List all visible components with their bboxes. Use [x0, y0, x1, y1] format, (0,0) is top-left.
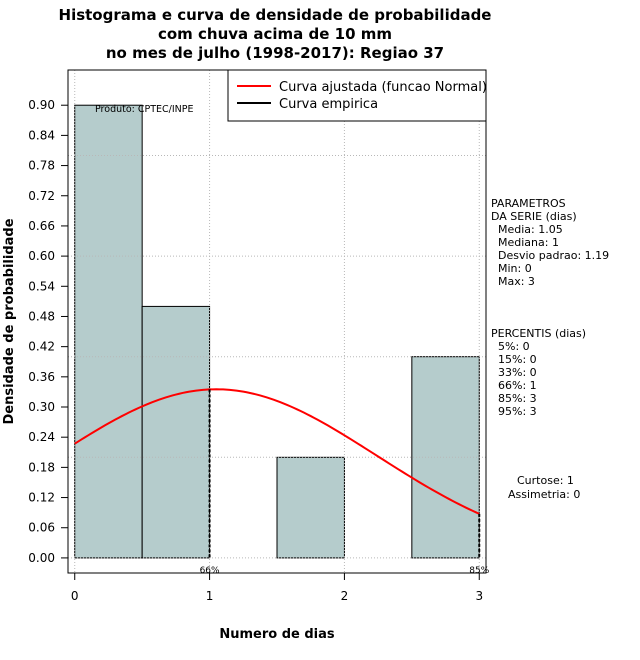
y-tick-label-15: 0.90 [28, 98, 55, 112]
curtose-label: Curtose: 1 [517, 474, 574, 487]
y-axis-title: Densidade de probabilidade [2, 218, 17, 424]
x-tick-label-2: 2 [341, 589, 349, 603]
legend-box [227, 69, 487, 122]
params-header: PARAMETROS DA SERIE (dias) [491, 197, 577, 223]
y-tick-label-8: 0.48 [28, 309, 55, 323]
histogram-bar-0 [74, 104, 143, 559]
params-body: Media: 1.05 Mediana: 1 Desvio padrao: 1.… [497, 223, 610, 288]
y-tick-label-11: 0.66 [28, 219, 55, 233]
y-tick-label-2: 0.12 [28, 491, 55, 505]
x-tick-label-3: 3 [475, 589, 483, 603]
y-tick-label-1: 0.06 [28, 521, 55, 535]
legend-normal-label: Curva ajustada (funcao Normal) [279, 80, 487, 95]
y-tick-label-3: 0.18 [28, 460, 55, 474]
percentis-header: PERCENTIS (dias) [491, 327, 587, 340]
chart-title-line-2: com chuva acima de 10 mm [157, 25, 393, 43]
normal-curve-line [74, 388, 480, 515]
chart-title-line-3: no mes de julho (1998-2017): Regiao 37 [105, 44, 445, 62]
y-tick-label-5: 0.30 [28, 400, 55, 414]
assimetria-label: Assimetria: 0 [508, 488, 581, 501]
histogram-bar-3 [276, 456, 345, 559]
y-tick-label-14: 0.84 [28, 128, 55, 142]
y-tick-label-6: 0.36 [28, 370, 55, 384]
y-tick-label-4: 0.24 [28, 430, 55, 444]
histogram-bar-1 [141, 305, 211, 559]
chart-title-line-1: Histograma e curva de densidade de proba… [58, 6, 492, 24]
x-tick-label-1: 1 [206, 589, 214, 603]
y-tick-label-7: 0.42 [28, 340, 55, 354]
percentis-body: 5%: 0 15%: 0 33%: 0 66%: 1 85%: 3 95%: 3 [497, 340, 537, 418]
percentile-label-1: 85% [469, 566, 489, 576]
histogram-bar-5 [411, 356, 480, 559]
legend-empirical-label: Curva empirica [279, 97, 378, 112]
y-tick-label-0: 0.00 [28, 551, 55, 565]
y-tick-label-10: 0.60 [28, 249, 55, 263]
y-tick-label-9: 0.54 [28, 279, 55, 293]
watermark-label: Produto: CPTEC/INPE [95, 104, 194, 115]
x-axis-title: Numero de dias [219, 627, 335, 642]
x-tick-label-0: 0 [71, 589, 79, 603]
percentile-label-0: 66% [200, 566, 220, 576]
y-tick-label-13: 0.78 [28, 159, 55, 173]
y-tick-label-12: 0.72 [28, 189, 55, 203]
